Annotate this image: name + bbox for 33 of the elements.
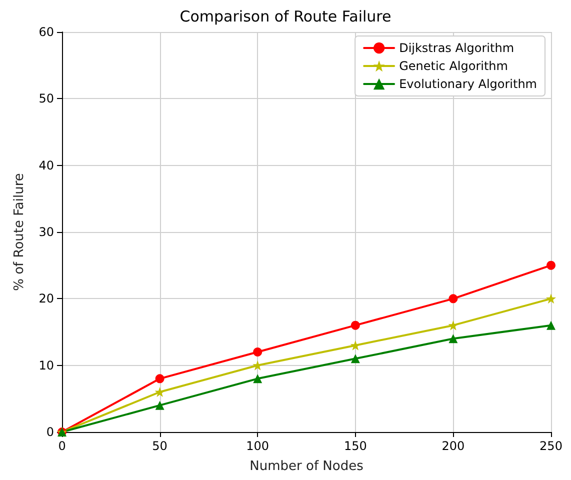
- point: [253, 348, 262, 356]
- legend-label: Dijkstras Algorithm: [399, 41, 514, 55]
- point: [546, 320, 556, 330]
- x-axis-title: Number of Nodes: [250, 459, 364, 474]
- point: [546, 260, 556, 270]
- y-tick-label: 40: [38, 158, 54, 172]
- y-tick-label: 60: [38, 25, 54, 39]
- x-tick-label: 150: [344, 439, 367, 453]
- x-tick-label: 100: [246, 439, 270, 453]
- x-tick-label: 200: [442, 439, 465, 453]
- point: [448, 320, 458, 330]
- point: [546, 294, 556, 304]
- point: [155, 374, 164, 384]
- point: [448, 334, 458, 344]
- y-tick-label: 50: [38, 92, 54, 106]
- y-tick-label: 10: [38, 358, 54, 372]
- y-tick-label: 20: [38, 292, 54, 306]
- point: [155, 400, 164, 410]
- point: [350, 340, 360, 350]
- legend-label: Evolutionary Algorithm: [399, 77, 538, 91]
- legend-label: Genetic Algorithm: [399, 59, 508, 73]
- y-axis-title: % of Route Failure: [12, 173, 27, 291]
- x-tick-label: 0: [58, 439, 66, 453]
- chart-title: Comparison of Route Failure: [180, 8, 392, 26]
- point: [154, 387, 165, 397]
- x-tick-label: 250: [540, 439, 562, 453]
- point: [350, 320, 360, 330]
- point: [253, 374, 262, 384]
- point: [448, 294, 458, 304]
- point: [350, 354, 360, 364]
- y-tick-label: 30: [38, 225, 54, 239]
- x-tick-label: 50: [152, 439, 168, 453]
- y-tick-label: 0: [46, 425, 54, 439]
